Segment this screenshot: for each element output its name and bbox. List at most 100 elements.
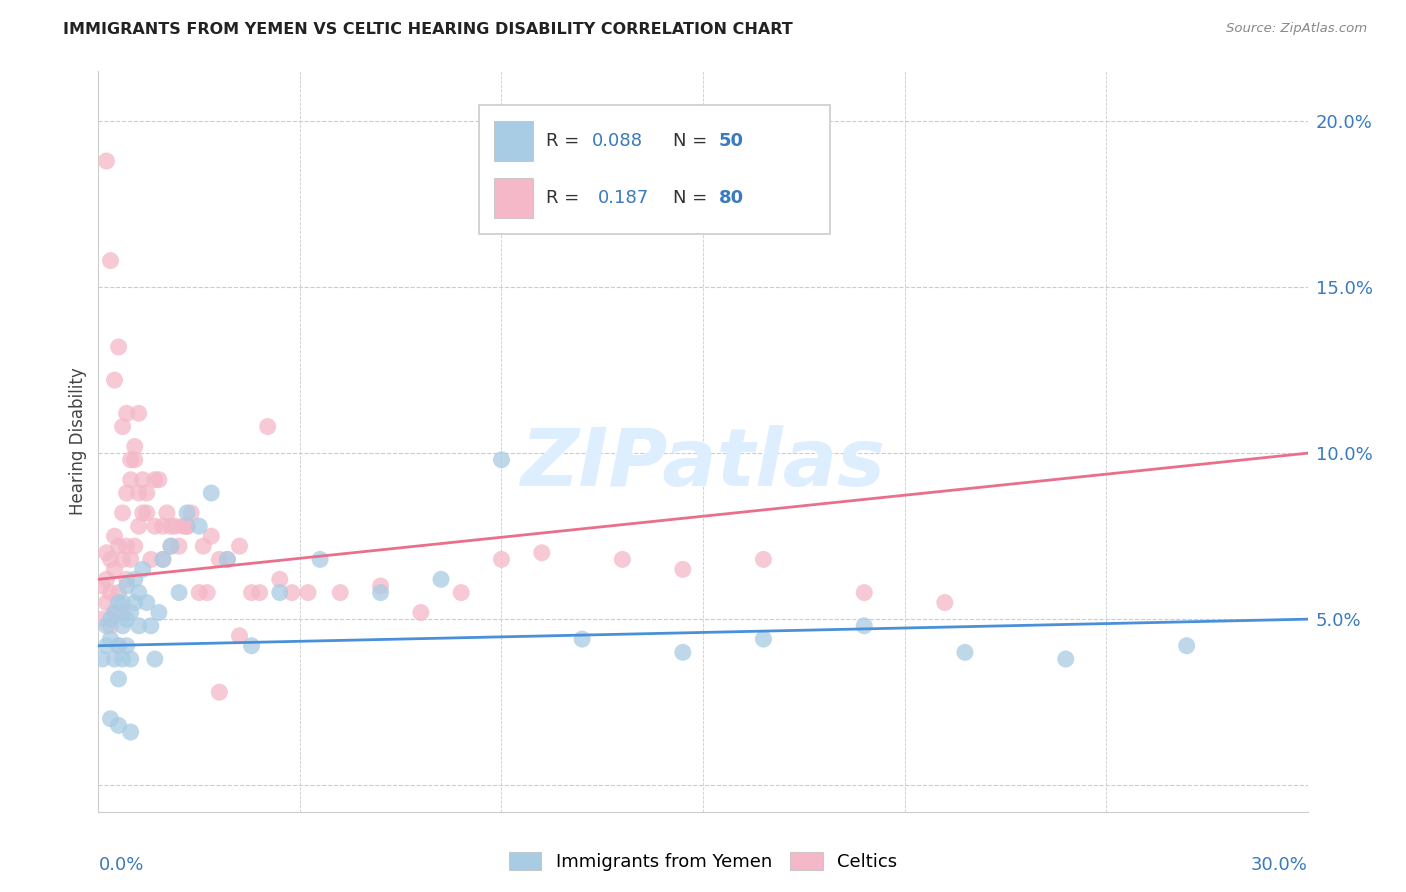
Point [91,612,114,626]
Point [160,539,183,553]
Text: N =: N = [672,189,713,207]
Point [111,652,134,666]
Point [200,486,222,500]
Point [103,529,125,543]
Point [111,596,134,610]
Point [176,519,198,533]
Point [139,552,162,566]
Point [297,585,319,599]
Point [195,585,218,599]
Point [115,639,138,653]
Point [120,606,142,620]
Point [853,619,876,633]
Point [934,596,956,610]
Point [188,519,211,533]
Point [91,652,114,666]
Point [103,373,125,387]
Point [172,519,194,533]
Point [124,539,146,553]
Text: 50: 50 [718,132,744,150]
Point [128,619,150,633]
Point [120,725,142,739]
Point [228,539,250,553]
Point [269,585,291,599]
Point [491,552,513,566]
Point [115,612,138,626]
Point [430,572,453,586]
Point [124,452,146,467]
Point [107,596,129,610]
Point [672,562,695,576]
Point [1054,652,1077,666]
Point [240,639,263,653]
Point [370,585,392,599]
Point [96,619,118,633]
Point [111,419,134,434]
Point [91,579,114,593]
Point [115,572,138,586]
Text: Source: ZipAtlas.com: Source: ZipAtlas.com [1226,22,1367,36]
Point [120,552,142,566]
Point [152,519,174,533]
Point [370,579,392,593]
Point [100,253,122,268]
Point [953,645,976,659]
Point [450,585,472,599]
Point [217,552,239,566]
Point [100,612,122,626]
Point [491,452,513,467]
Point [107,585,129,599]
Point [96,546,118,560]
Point [128,519,150,533]
Point [208,552,231,566]
Legend: Immigrants from Yemen, Celtics: Immigrants from Yemen, Celtics [502,845,904,879]
Point [132,506,155,520]
Point [530,546,553,560]
Text: R =: R = [546,132,585,150]
Point [143,652,166,666]
Point [143,473,166,487]
Point [96,153,118,168]
Point [752,632,775,646]
Point [152,552,174,566]
Point [107,672,129,686]
Point [128,486,150,500]
Point [152,552,174,566]
Point [200,529,222,543]
Point [228,629,250,643]
Point [100,585,122,599]
Point [853,585,876,599]
Point [128,406,150,420]
Text: 30.0%: 30.0% [1251,856,1308,874]
Bar [494,120,533,161]
Point [103,606,125,620]
Point [107,639,129,653]
Text: N =: N = [672,132,713,150]
Point [612,552,634,566]
Point [115,406,138,420]
Point [281,585,304,599]
Point [208,685,231,699]
Point [409,606,432,620]
Point [124,596,146,610]
Point [115,539,138,553]
Point [111,619,134,633]
Bar [479,104,830,235]
Point [111,506,134,520]
Bar [494,178,533,219]
Point [672,645,695,659]
Point [111,552,134,566]
Point [100,632,122,646]
Point [217,552,239,566]
Point [107,639,129,653]
Point [132,562,155,576]
Point [107,718,129,732]
Point [1175,639,1198,653]
Point [120,452,142,467]
Text: ZIPatlas: ZIPatlas [520,425,886,503]
Text: 0.0%: 0.0% [98,856,143,874]
Point [188,585,211,599]
Point [107,539,129,553]
Point [135,486,157,500]
Point [103,652,125,666]
